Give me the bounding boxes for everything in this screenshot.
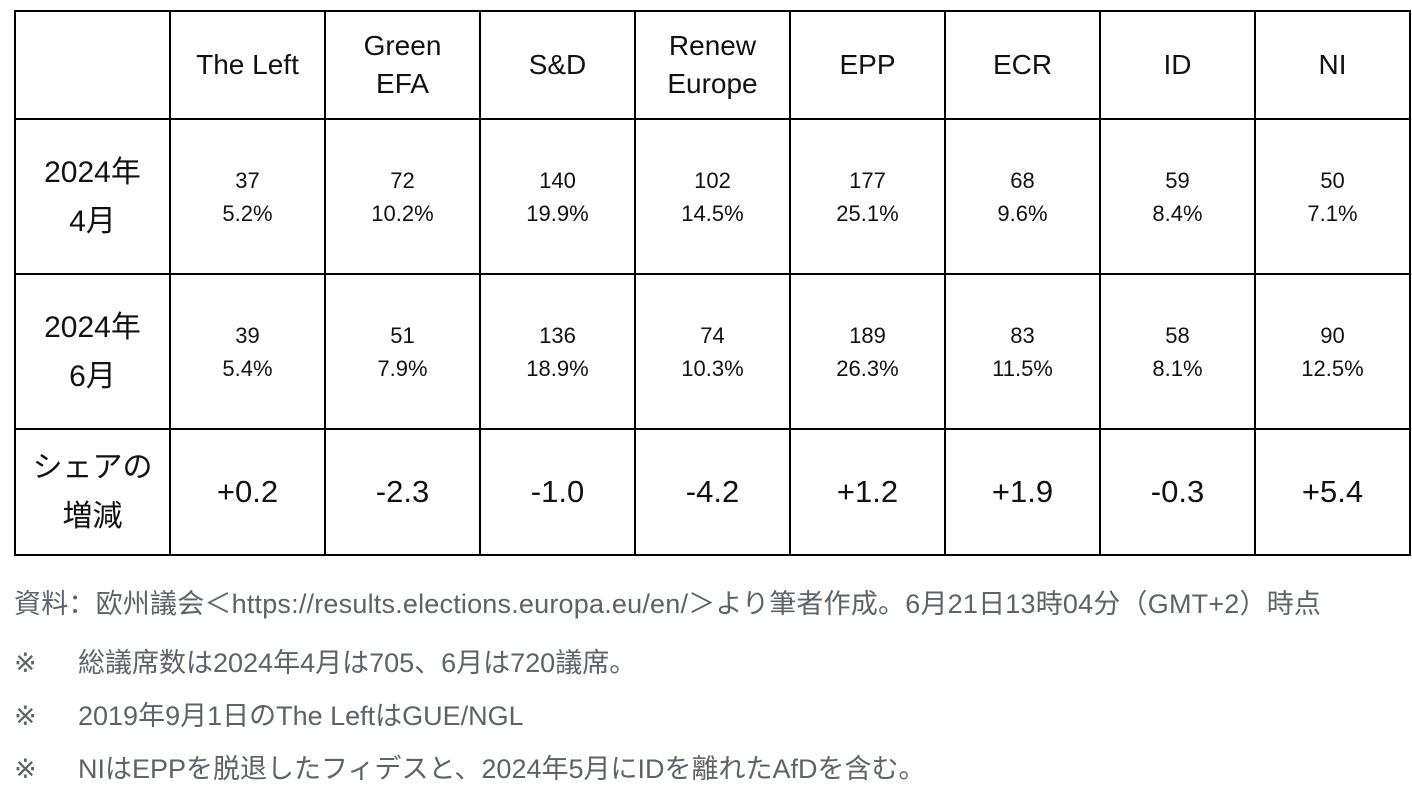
share-change-value: +1.2: [789, 428, 946, 556]
share-change-value: +1.9: [944, 428, 1101, 556]
footnote-marker: ※: [14, 648, 37, 678]
seat-count: 102: [694, 167, 731, 193]
seat-count: 140: [539, 167, 576, 193]
seat-count: 58: [1165, 322, 1190, 348]
seat-share: 19.9%: [526, 200, 589, 226]
seat-share: 11.5%: [992, 355, 1053, 381]
seat-count: 37: [235, 167, 260, 193]
table-row-april-2024: 2024年 4月 37 5.2% 72 10.2% 140 19.9% 102 …: [14, 118, 1411, 275]
footnote-item: ※ NIはEPPを脱退したフィデスと、2024年5月にIDを離れたAfDを含む。: [14, 750, 1404, 788]
seat-share: 26.3%: [836, 355, 899, 381]
seat-share: 5.2%: [222, 200, 273, 226]
table-cell: 39 5.4%: [169, 273, 326, 430]
footnote-text: 総議席数は2024年4月は705、6月は720議席。: [78, 648, 637, 678]
table-cell: 74 10.3%: [634, 273, 791, 430]
seat-share: 25.1%: [836, 200, 899, 226]
seat-share: 7.9%: [377, 355, 428, 381]
table-row-share-change: シェアの 増減 +0.2 -2.3 -1.0 -4.2 +1.2 +1.9 -0…: [14, 428, 1411, 556]
table-cell: 51 7.9%: [324, 273, 481, 430]
share-change-value: -0.3: [1099, 428, 1256, 556]
column-header-id: ID: [1099, 10, 1256, 120]
seat-count: 39: [235, 322, 260, 348]
seat-share: 5.4%: [222, 355, 273, 381]
seat-count: 50: [1320, 167, 1345, 193]
row-label-share-change: シェアの 増減: [14, 428, 171, 556]
row-label-april-2024: 2024年 4月: [14, 118, 171, 275]
corner-cell: [14, 10, 171, 120]
table-cell: 136 18.9%: [479, 273, 636, 430]
footnote-marker: ※: [14, 701, 37, 731]
table-cell: 58 8.1%: [1099, 273, 1256, 430]
footnotes: 資料：欧州議会＜https://results.elections.europa…: [14, 584, 1404, 803]
row-label-june-2024: 2024年 6月: [14, 273, 171, 430]
seat-share: 10.3%: [681, 355, 744, 381]
seat-count: 51: [390, 322, 415, 348]
seat-count: 189: [849, 322, 886, 348]
seat-share: 14.5%: [681, 200, 744, 226]
seat-count: 177: [849, 167, 886, 193]
seat-share: 8.4%: [1152, 200, 1203, 226]
column-header-the-left: The Left: [169, 10, 326, 120]
table-cell: 83 11.5%: [944, 273, 1101, 430]
footnote-item: ※ 2019年9月1日のThe LeftはGUE/NGL: [14, 697, 1404, 735]
seat-share: 8.1%: [1152, 355, 1203, 381]
seat-share: 12.5%: [1301, 355, 1364, 381]
table-cell: 102 14.5%: [634, 118, 791, 275]
footnote-marker: ※: [14, 754, 37, 784]
footnote-item: ※ 総議席数は2024年4月は705、6月は720議席。: [14, 644, 1404, 682]
seat-count: 59: [1165, 167, 1190, 193]
table-cell: 72 10.2%: [324, 118, 481, 275]
seat-count: 68: [1010, 167, 1035, 193]
table-cell: 37 5.2%: [169, 118, 326, 275]
seat-share: 9.6%: [997, 200, 1048, 226]
table-cell: 68 9.6%: [944, 118, 1101, 275]
seat-share: 18.9%: [526, 355, 589, 381]
column-header-ni: NI: [1254, 10, 1411, 120]
seat-count: 72: [390, 167, 415, 193]
share-change-value: -1.0: [479, 428, 636, 556]
table-cell: 189 26.3%: [789, 273, 946, 430]
table-cell: 177 25.1%: [789, 118, 946, 275]
table-cell: 90 12.5%: [1254, 273, 1411, 430]
table-row-june-2024: 2024年 6月 39 5.4% 51 7.9% 136 18.9% 74 10…: [14, 273, 1411, 430]
seat-share: 10.2%: [371, 200, 434, 226]
source-note: 資料：欧州議会＜https://results.elections.europa…: [14, 589, 1322, 619]
seat-count: 83: [1010, 322, 1035, 348]
column-header-renew-europe: Renew Europe: [634, 10, 791, 120]
column-header-sd: S&D: [479, 10, 636, 120]
seat-count: 90: [1320, 322, 1345, 348]
table-cell: 59 8.4%: [1099, 118, 1256, 275]
table-cell: 50 7.1%: [1254, 118, 1411, 275]
share-change-value: +5.4: [1254, 428, 1411, 556]
share-change-value: -4.2: [634, 428, 791, 556]
column-header-green-efa: Green EFA: [324, 10, 481, 120]
share-change-value: +0.2: [169, 428, 326, 556]
column-header-epp: EPP: [789, 10, 946, 120]
column-header-ecr: ECR: [944, 10, 1101, 120]
seat-share: 7.1%: [1307, 200, 1358, 226]
footnote-text: NIはEPPを脱退したフィデスと、2024年5月にIDを離れたAfDを含む。: [78, 754, 926, 784]
seat-count: 136: [539, 322, 576, 348]
share-change-value: -2.3: [324, 428, 481, 556]
table-header-row: The Left Green EFA S&D Renew Europe EPP …: [14, 10, 1411, 120]
eu-parliament-results-table: The Left Green EFA S&D Renew Europe EPP …: [14, 10, 1411, 556]
table-cell: 140 19.9%: [479, 118, 636, 275]
footnote-text: 2019年9月1日のThe LeftはGUE/NGL: [78, 701, 524, 731]
seat-count: 74: [700, 322, 725, 348]
